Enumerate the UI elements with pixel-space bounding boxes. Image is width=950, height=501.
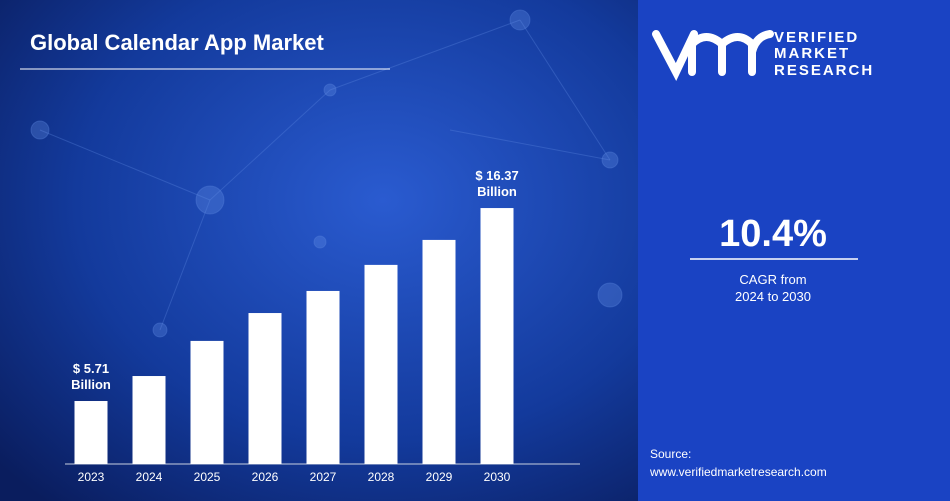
brand-line: VERIFIED [774,29,859,46]
source-label: Source: [650,447,691,461]
value-label: $ 5.71 Billion [71,361,111,392]
bar [190,340,224,464]
network-decoration [30,9,623,338]
x-tick-label: 2027 [310,470,337,484]
source-url: www.verifiedmarketresearch.com [649,465,827,479]
bar [132,376,166,464]
cagr-label: 2024 to 2030 [735,289,811,304]
logo-mark [652,30,774,81]
brand-line: MARKET [774,45,850,62]
x-tick-label: 2025 [194,470,221,484]
x-tick-label: 2026 [252,470,279,484]
right-panel [638,0,950,501]
cagr-value: 10.4% [719,213,827,255]
x-tick-label: 2028 [368,470,395,484]
x-tick-label: 2023 [78,470,105,484]
bar [422,239,456,464]
bar [248,313,282,464]
bar [74,401,108,464]
x-tick-label: 2029 [426,470,453,484]
x-tick-label: 2024 [136,470,163,484]
bar [306,290,340,464]
brand-line: RESEARCH [774,62,874,79]
bar [480,208,514,464]
x-tick-label: 2030 [484,470,511,484]
cagr-label: CAGR from [739,272,806,287]
bar [364,264,398,464]
value-label: $ 16.37 Billion [475,168,519,200]
chart-title: Global Calendar App Market [30,30,324,55]
